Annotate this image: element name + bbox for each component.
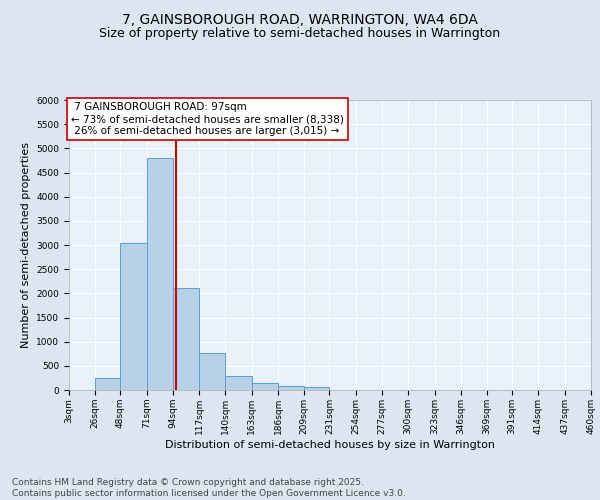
Bar <box>95 378 121 390</box>
Bar <box>304 388 329 390</box>
Bar <box>146 158 173 390</box>
X-axis label: Distribution of semi-detached houses by size in Warrington: Distribution of semi-detached houses by … <box>165 440 495 450</box>
Bar <box>226 376 252 390</box>
Y-axis label: Number of semi-detached properties: Number of semi-detached properties <box>21 142 31 348</box>
Text: 7 GAINSBOROUGH ROAD: 97sqm
← 73% of semi-detached houses are smaller (8,338)
 26: 7 GAINSBOROUGH ROAD: 97sqm ← 73% of semi… <box>71 102 344 136</box>
Bar <box>173 288 199 390</box>
Text: 7, GAINSBOROUGH ROAD, WARRINGTON, WA4 6DA: 7, GAINSBOROUGH ROAD, WARRINGTON, WA4 6D… <box>122 12 478 26</box>
Bar <box>121 242 146 390</box>
Text: Contains HM Land Registry data © Crown copyright and database right 2025.
Contai: Contains HM Land Registry data © Crown c… <box>12 478 406 498</box>
Text: Size of property relative to semi-detached houses in Warrington: Size of property relative to semi-detach… <box>100 28 500 40</box>
Bar <box>252 383 278 390</box>
Bar <box>199 352 226 390</box>
Bar <box>278 386 304 390</box>
